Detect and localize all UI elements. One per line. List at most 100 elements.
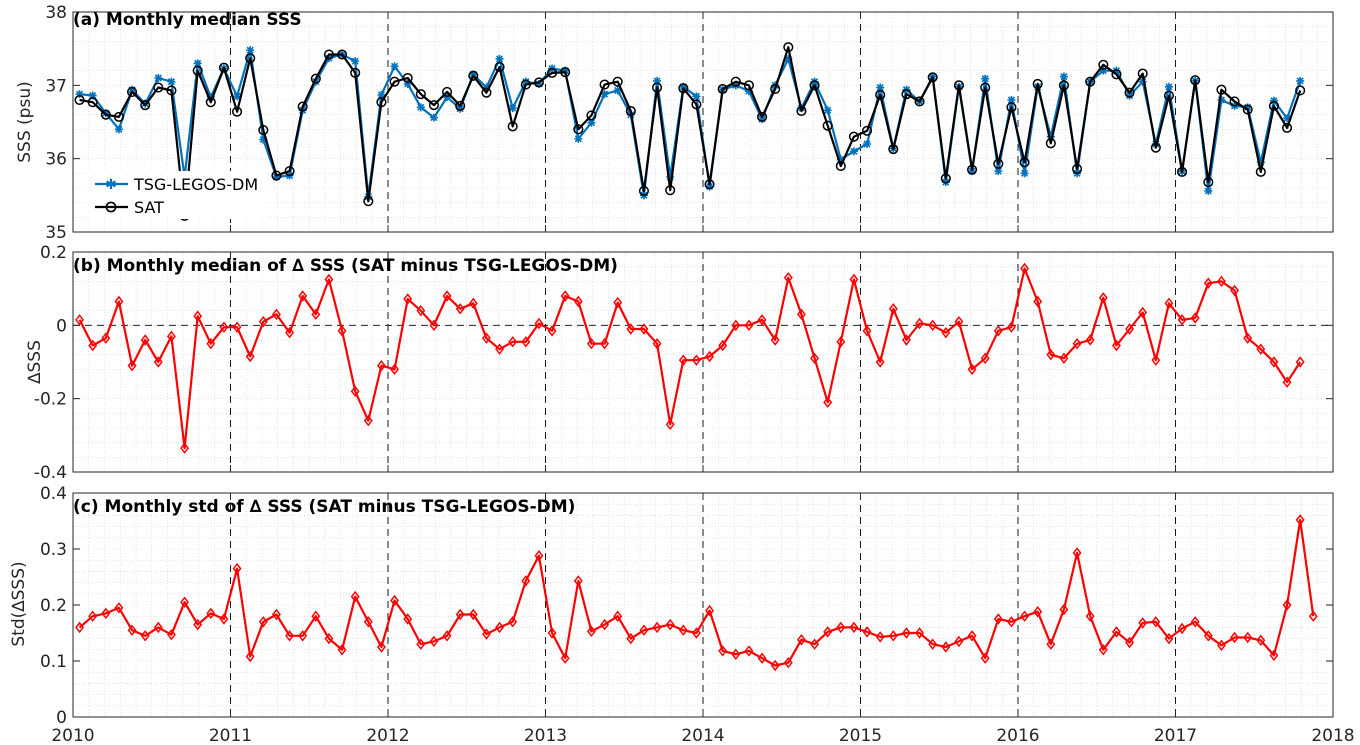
data-point — [416, 103, 425, 112]
series-line — [78, 267, 1302, 450]
data-point — [770, 334, 780, 346]
data-point — [311, 610, 321, 622]
data-point — [928, 638, 938, 650]
x-tick-label: 2014 — [681, 726, 724, 745]
data-point — [863, 140, 872, 148]
data-point — [928, 319, 938, 332]
data-point — [665, 418, 675, 431]
data-point — [495, 343, 505, 355]
data-point — [390, 62, 399, 71]
data-point — [1098, 644, 1108, 656]
panel-c-title: (c) Monthly std of ∆ SSS (SAT minus TSG-… — [73, 497, 575, 517]
data-point — [403, 293, 413, 305]
data-point — [679, 82, 688, 91]
data-point — [455, 303, 465, 315]
data-point — [993, 158, 1004, 169]
data-point — [403, 79, 412, 88]
data-point — [285, 326, 295, 339]
data-point — [101, 332, 111, 344]
data-point — [743, 80, 754, 91]
data-point — [1163, 90, 1174, 101]
data-point — [1020, 169, 1029, 178]
data-point — [1072, 337, 1082, 350]
data-point — [770, 659, 780, 672]
panel-a-title: (a) Monthly median SSS — [73, 10, 302, 30]
y-tick-label: 37 — [45, 76, 67, 96]
data-point — [1308, 610, 1318, 622]
data-point — [560, 290, 570, 302]
data-point — [88, 610, 98, 622]
data-point — [1046, 132, 1055, 141]
data-point — [626, 323, 636, 335]
data-point — [1217, 96, 1226, 104]
data-point — [1256, 343, 1266, 355]
data-point — [429, 113, 438, 122]
data-point — [836, 155, 845, 164]
data-point — [783, 42, 794, 53]
data-point — [285, 630, 295, 642]
data-point — [258, 315, 268, 328]
data-point — [876, 83, 885, 92]
data-point — [1269, 356, 1279, 368]
data-point — [1099, 66, 1108, 75]
data-point — [455, 100, 466, 111]
data-point — [915, 627, 925, 639]
data-point — [376, 641, 386, 653]
data-point — [1085, 334, 1095, 346]
data-point — [363, 616, 373, 628]
data-point — [1203, 177, 1214, 188]
data-point — [1204, 186, 1213, 195]
data-point — [1243, 631, 1253, 644]
series-line — [78, 518, 1315, 667]
data-point — [796, 308, 806, 321]
series-line — [79, 46, 1302, 217]
data-point — [468, 608, 478, 621]
data-point — [1216, 639, 1226, 652]
data-point — [731, 648, 741, 661]
data-point — [442, 290, 452, 302]
data-point — [403, 613, 413, 625]
data-point — [180, 596, 190, 608]
data-point — [757, 314, 767, 326]
data-point — [508, 336, 518, 348]
data-point — [74, 94, 85, 106]
data-point — [167, 77, 176, 86]
data-point — [416, 638, 426, 650]
data-point — [271, 308, 281, 321]
data-point — [521, 77, 530, 86]
data-point — [915, 317, 925, 330]
data-point — [1190, 312, 1200, 324]
data-point — [718, 339, 728, 352]
data-point — [1269, 96, 1278, 105]
data-point — [561, 66, 570, 75]
data-point — [534, 549, 544, 562]
data-point — [1150, 142, 1161, 153]
x-tick-label: 2012 — [366, 726, 409, 745]
legend-tsg-marker: ✱ — [105, 177, 117, 193]
data-point — [508, 616, 518, 628]
data-point — [153, 621, 163, 634]
data-point — [88, 91, 97, 100]
data-point — [941, 326, 951, 339]
data-point — [154, 74, 163, 82]
data-point — [678, 624, 688, 636]
x-tick-label: 2016 — [996, 726, 1039, 745]
data-point — [810, 638, 820, 650]
data-point — [705, 182, 714, 191]
data-point — [75, 90, 84, 99]
data-point — [1020, 610, 1030, 622]
data-point — [1138, 617, 1148, 629]
data-point — [153, 82, 164, 93]
data-point — [652, 82, 663, 93]
data-point — [233, 92, 242, 101]
data-point — [1151, 616, 1161, 628]
data-point — [810, 352, 820, 365]
data-point — [337, 644, 347, 656]
data-point — [351, 57, 360, 66]
data-point — [311, 77, 320, 86]
legend-tsg-label: TSG-LEGOS-DM — [133, 175, 258, 194]
data-point — [1085, 76, 1096, 87]
panel-c-ylabel: Std(∆SSS) — [9, 561, 29, 646]
data-point — [415, 89, 426, 100]
data-point — [1019, 157, 1030, 168]
